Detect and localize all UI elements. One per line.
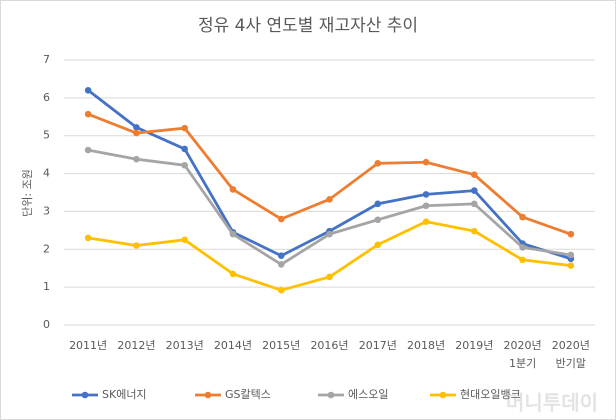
- data-point: [471, 200, 478, 208]
- y-axis-label: 단위: 조원: [21, 169, 34, 217]
- legend-label: SK에너지: [102, 388, 147, 401]
- x-tick-label: 2011년: [69, 339, 107, 352]
- data-point: [229, 186, 237, 193]
- data-point: [567, 251, 575, 259]
- legend-marker: [439, 391, 447, 399]
- y-tick-label: 0: [43, 318, 50, 331]
- data-point: [519, 256, 526, 264]
- data-point: [84, 146, 92, 154]
- data-point: [84, 86, 92, 94]
- data-point: [277, 286, 285, 294]
- x-tick-label: 2015년: [262, 339, 300, 352]
- data-point: [277, 252, 285, 260]
- legend-marker: [327, 391, 335, 399]
- data-point: [374, 200, 382, 208]
- x-tick-label: 2014년: [214, 339, 252, 352]
- legend-label: 현대오일뱅크: [460, 387, 521, 401]
- data-point: [277, 261, 285, 268]
- x-tick-label: 2012년: [117, 339, 155, 352]
- legend-marker: [204, 391, 212, 399]
- data-point: [181, 236, 188, 244]
- x-tick-label: 2020년 반기말: [552, 339, 590, 370]
- data-point: [84, 234, 92, 242]
- data-point: [422, 191, 430, 198]
- data-point: [181, 124, 188, 132]
- data-point: [229, 270, 237, 278]
- data-point: [84, 110, 92, 118]
- data-point: [133, 155, 140, 163]
- data-point: [471, 187, 478, 194]
- data-point: [519, 213, 526, 221]
- x-tick-label: 2013년: [166, 339, 204, 352]
- data-point: [567, 230, 575, 238]
- data-point: [422, 158, 430, 166]
- data-point: [326, 273, 333, 281]
- y-tick-label: 6: [43, 91, 50, 104]
- data-point: [471, 227, 478, 235]
- chart-title: 정유 4사 연도별 재고자산 추이: [198, 16, 418, 36]
- data-point: [277, 215, 285, 223]
- data-point: [326, 230, 333, 238]
- x-tick-label: 2018년: [407, 339, 445, 352]
- data-point: [519, 244, 526, 251]
- data-point: [374, 241, 382, 249]
- data-point: [133, 124, 140, 131]
- data-point: [374, 160, 382, 167]
- y-tick-label: 2: [43, 242, 50, 255]
- y-tick-label: 1: [43, 280, 50, 293]
- x-tick-label: 2016년: [310, 339, 348, 352]
- data-point: [133, 129, 140, 137]
- legend-marker: [81, 391, 89, 399]
- y-tick-label: 5: [43, 129, 50, 142]
- y-tick-label: 3: [43, 204, 50, 217]
- y-tick-label: 4: [43, 167, 50, 180]
- watermark: 머니투데이: [506, 391, 598, 415]
- data-point: [471, 171, 478, 179]
- data-point: [567, 262, 575, 269]
- data-point: [374, 216, 382, 224]
- data-point: [181, 161, 188, 169]
- data-point: [133, 242, 140, 249]
- x-tick-label: 2020년 1분기: [504, 339, 542, 370]
- legend-label: 에스오일: [348, 387, 388, 401]
- data-point: [326, 196, 333, 203]
- data-point: [422, 202, 430, 210]
- legend-label: GS칼텍스: [225, 388, 271, 401]
- y-tick-label: 7: [43, 53, 50, 66]
- x-tick-label: 2019년: [455, 339, 493, 352]
- x-tick-label: 2017년: [359, 339, 397, 352]
- data-point: [229, 230, 237, 238]
- data-point: [181, 145, 188, 153]
- data-point: [422, 218, 430, 225]
